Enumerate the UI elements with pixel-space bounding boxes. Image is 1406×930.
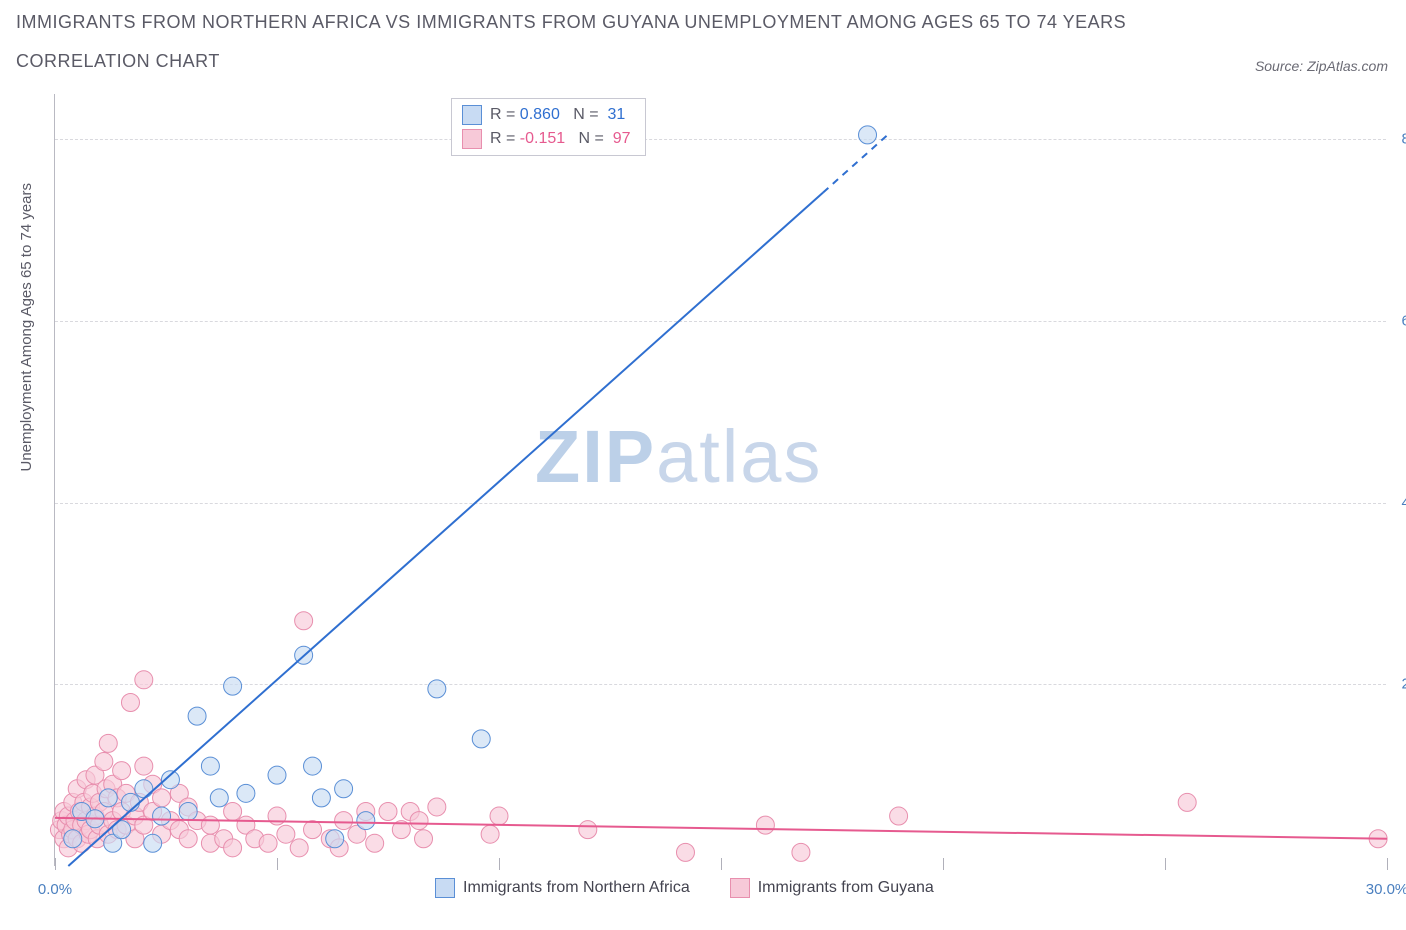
legend-label-pink: Immigrants from Guyana <box>758 879 934 897</box>
y-tick-label: 40.0% <box>1388 494 1406 511</box>
legend-row-blue: R = 0.860 N = 31 <box>462 103 631 127</box>
page-title-line-2: CORRELATION CHART <box>16 51 1266 72</box>
x-tick-label: 30.0% <box>1366 881 1406 898</box>
x-tick <box>277 858 278 870</box>
x-tick <box>55 858 56 870</box>
swatch-pink <box>462 129 482 149</box>
plot-svg <box>55 94 1386 866</box>
x-tick <box>1165 858 1166 870</box>
source-text: Source: ZipAtlas.com <box>1255 58 1388 74</box>
y-tick-label: 60.0% <box>1388 313 1406 330</box>
page-title-line-1: IMMIGRANTS FROM NORTHERN AFRICA VS IMMIG… <box>16 12 1266 33</box>
x-tick-label: 0.0% <box>38 881 72 898</box>
legend-row-pink: R = -0.151 N = 97 <box>462 127 631 151</box>
series-legend: Immigrants from Northern Africa Immigran… <box>435 878 934 898</box>
y-tick-label: 80.0% <box>1388 131 1406 148</box>
legend-item-pink: Immigrants from Guyana <box>730 878 934 898</box>
legend-label-blue: Immigrants from Northern Africa <box>463 879 690 897</box>
x-tick <box>943 858 944 870</box>
swatch-pink-icon <box>730 878 750 898</box>
x-tick <box>1387 858 1388 870</box>
regression-stats-legend: R = 0.860 N = 31 R = -0.151 N = 97 <box>451 98 646 156</box>
x-tick <box>721 858 722 870</box>
correlation-chart: ZIPatlas R = 0.860 N = 31 R = -0.151 N =… <box>54 94 1386 866</box>
legend-item-blue: Immigrants from Northern Africa <box>435 878 690 898</box>
y-tick-label: 20.0% <box>1388 676 1406 693</box>
y-axis-label: Unemployment Among Ages 65 to 74 years <box>18 183 35 472</box>
swatch-blue-icon <box>435 878 455 898</box>
swatch-blue <box>462 105 482 125</box>
x-tick <box>499 858 500 870</box>
